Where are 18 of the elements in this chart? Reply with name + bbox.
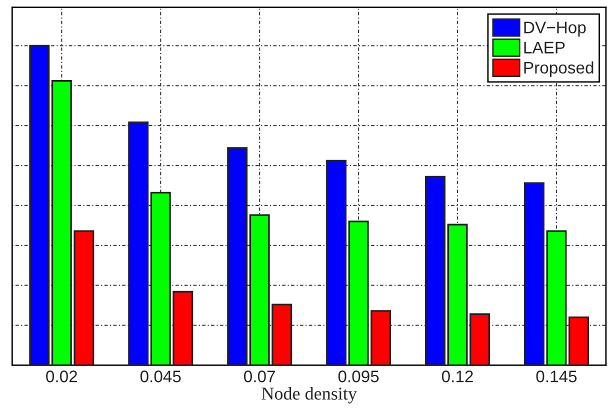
x-tick-label: 0.07 <box>244 370 275 382</box>
bar <box>128 122 149 366</box>
bar <box>568 316 589 366</box>
bar <box>227 147 248 366</box>
x-tick-label: 0.145 <box>536 370 577 382</box>
bar <box>326 160 347 366</box>
bar <box>425 176 446 366</box>
x-tick-label: 0.12 <box>442 370 473 382</box>
bar <box>29 44 50 366</box>
x-tick-label: 0.02 <box>46 370 78 382</box>
x-tick-label: 0.045 <box>140 370 181 382</box>
legend-label: Proposed <box>524 61 594 77</box>
x-tick-label: 0.095 <box>338 370 379 382</box>
bar <box>470 313 490 366</box>
legend-label: LAEP <box>524 42 565 54</box>
x-axis-title: Node density <box>262 387 357 404</box>
legend-label: DV−Hop <box>524 22 586 37</box>
bar <box>447 224 468 366</box>
